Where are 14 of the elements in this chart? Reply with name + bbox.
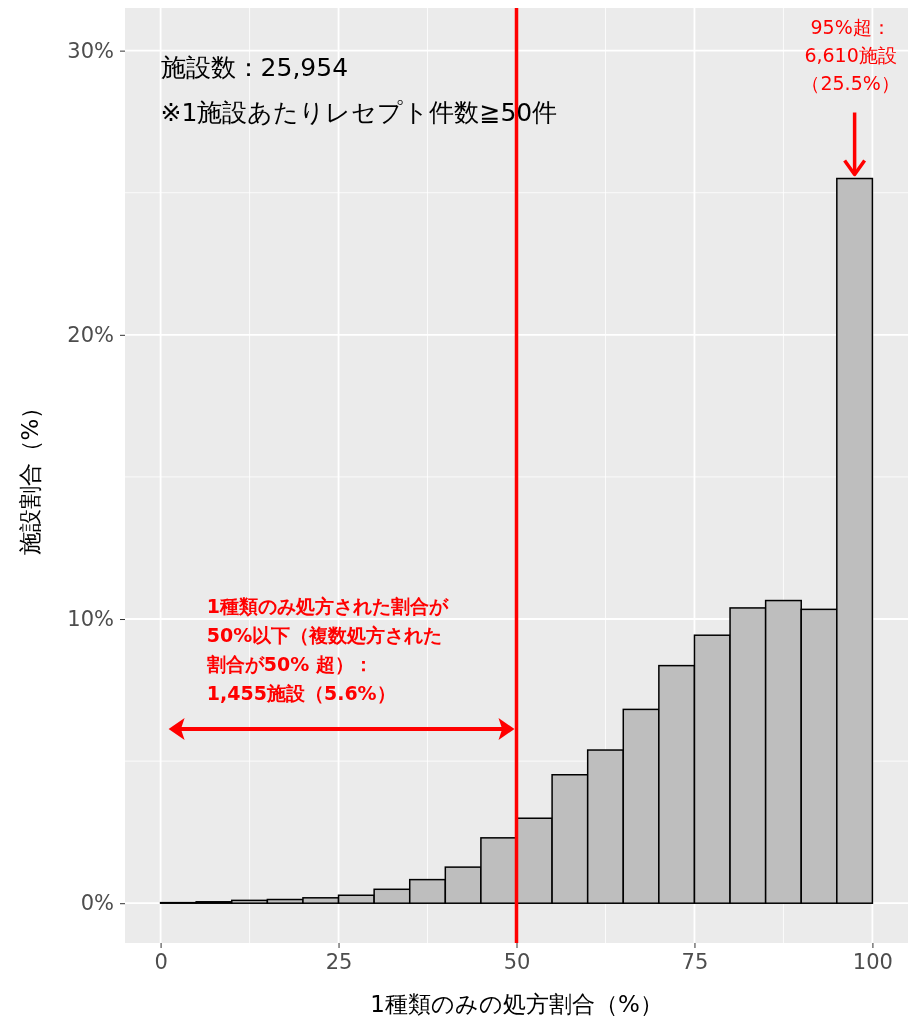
y-tick-label: 30%: [67, 38, 114, 63]
annotation: 1種類のみ処方された割合が50%以下（複数処方された割合が50% 超）：1,455施設（5.6%）: [205, 595, 450, 704]
y-tick-label: 10%: [67, 607, 114, 632]
x-tick-label: 100: [852, 949, 893, 974]
x-axis-title: 1種類のみの処方割合（%）: [370, 991, 663, 1017]
x-tick-label: 50: [503, 949, 531, 974]
y-tick-label: 0%: [80, 891, 114, 916]
y-tick-label: 20%: [67, 323, 114, 348]
x-tick-label: 25: [325, 949, 353, 974]
annotation: 95%超：6,610施設（25.5%）: [801, 15, 900, 94]
y-axis-title: 施設割合（%）: [17, 395, 43, 556]
x-tick-label: 75: [681, 949, 709, 974]
x-tick-label: 0: [154, 949, 168, 974]
annotation: 施設数：25,954: [160, 53, 349, 82]
